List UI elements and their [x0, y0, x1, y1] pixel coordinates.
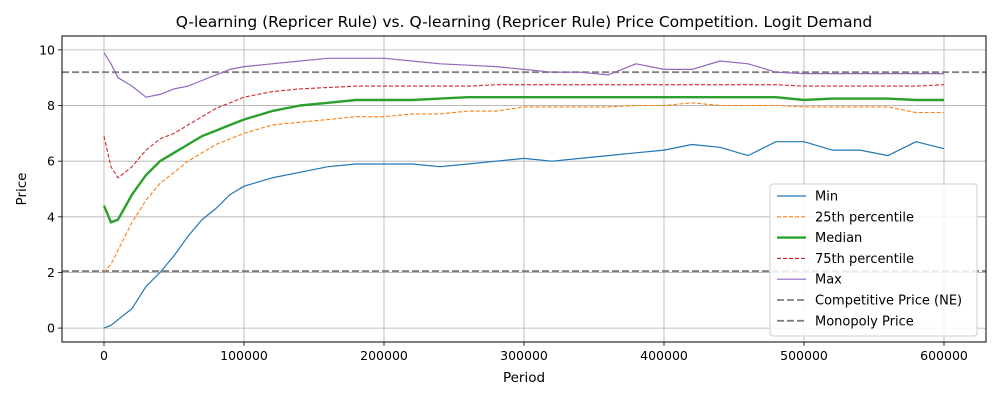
x-tick-label: 100000	[220, 348, 268, 363]
x-axis-label: Period	[503, 370, 545, 386]
y-tick-label: 0	[47, 321, 55, 336]
x-tick-label: 400000	[640, 348, 688, 363]
legend-label: Max	[815, 273, 842, 288]
legend-label: Min	[815, 190, 838, 205]
series-line	[103, 141, 945, 329]
series-line	[102, 95, 944, 224]
series-line	[103, 52, 944, 98]
y-axis-label: Price	[14, 173, 30, 206]
y-tick-label: 4	[47, 209, 55, 224]
x-tick-label: 0	[100, 348, 108, 363]
legend-label: Monopoly Price	[815, 314, 914, 329]
x-axis-ticks: 0 100000 200000 300000 400000 500000 600000	[100, 342, 968, 363]
y-tick-label: 2	[47, 265, 55, 280]
series-line	[103, 84, 945, 179]
legend: Min 25th percentile Median 75th percentile M…	[769, 183, 978, 337]
chart-title: Q-learning (Repricer Rule) vs. Q-learnin…	[176, 13, 873, 31]
y-tick-label: 8	[47, 98, 55, 113]
x-tick-label: 200000	[360, 348, 408, 363]
series-lines	[102, 52, 945, 329]
series-line	[103, 102, 944, 273]
legend-box	[769, 183, 978, 337]
legend-label: 25th percentile	[815, 210, 914, 225]
legend-items: Min 25th percentile Median 75th percentile M…	[777, 190, 962, 329]
x-tick-label: 500000	[780, 348, 828, 363]
legend-label: 75th percentile	[815, 252, 914, 267]
x-tick-label: 600000	[920, 348, 968, 363]
y-axis-ticks: 0 2 4 6 8 10	[39, 42, 62, 336]
y-tick-label: 10	[39, 42, 55, 57]
legend-label: Median	[815, 231, 862, 246]
legend-label: Competitive Price (NE)	[815, 294, 962, 309]
y-tick-label: 6	[47, 154, 55, 169]
x-tick-label: 300000	[500, 348, 548, 363]
